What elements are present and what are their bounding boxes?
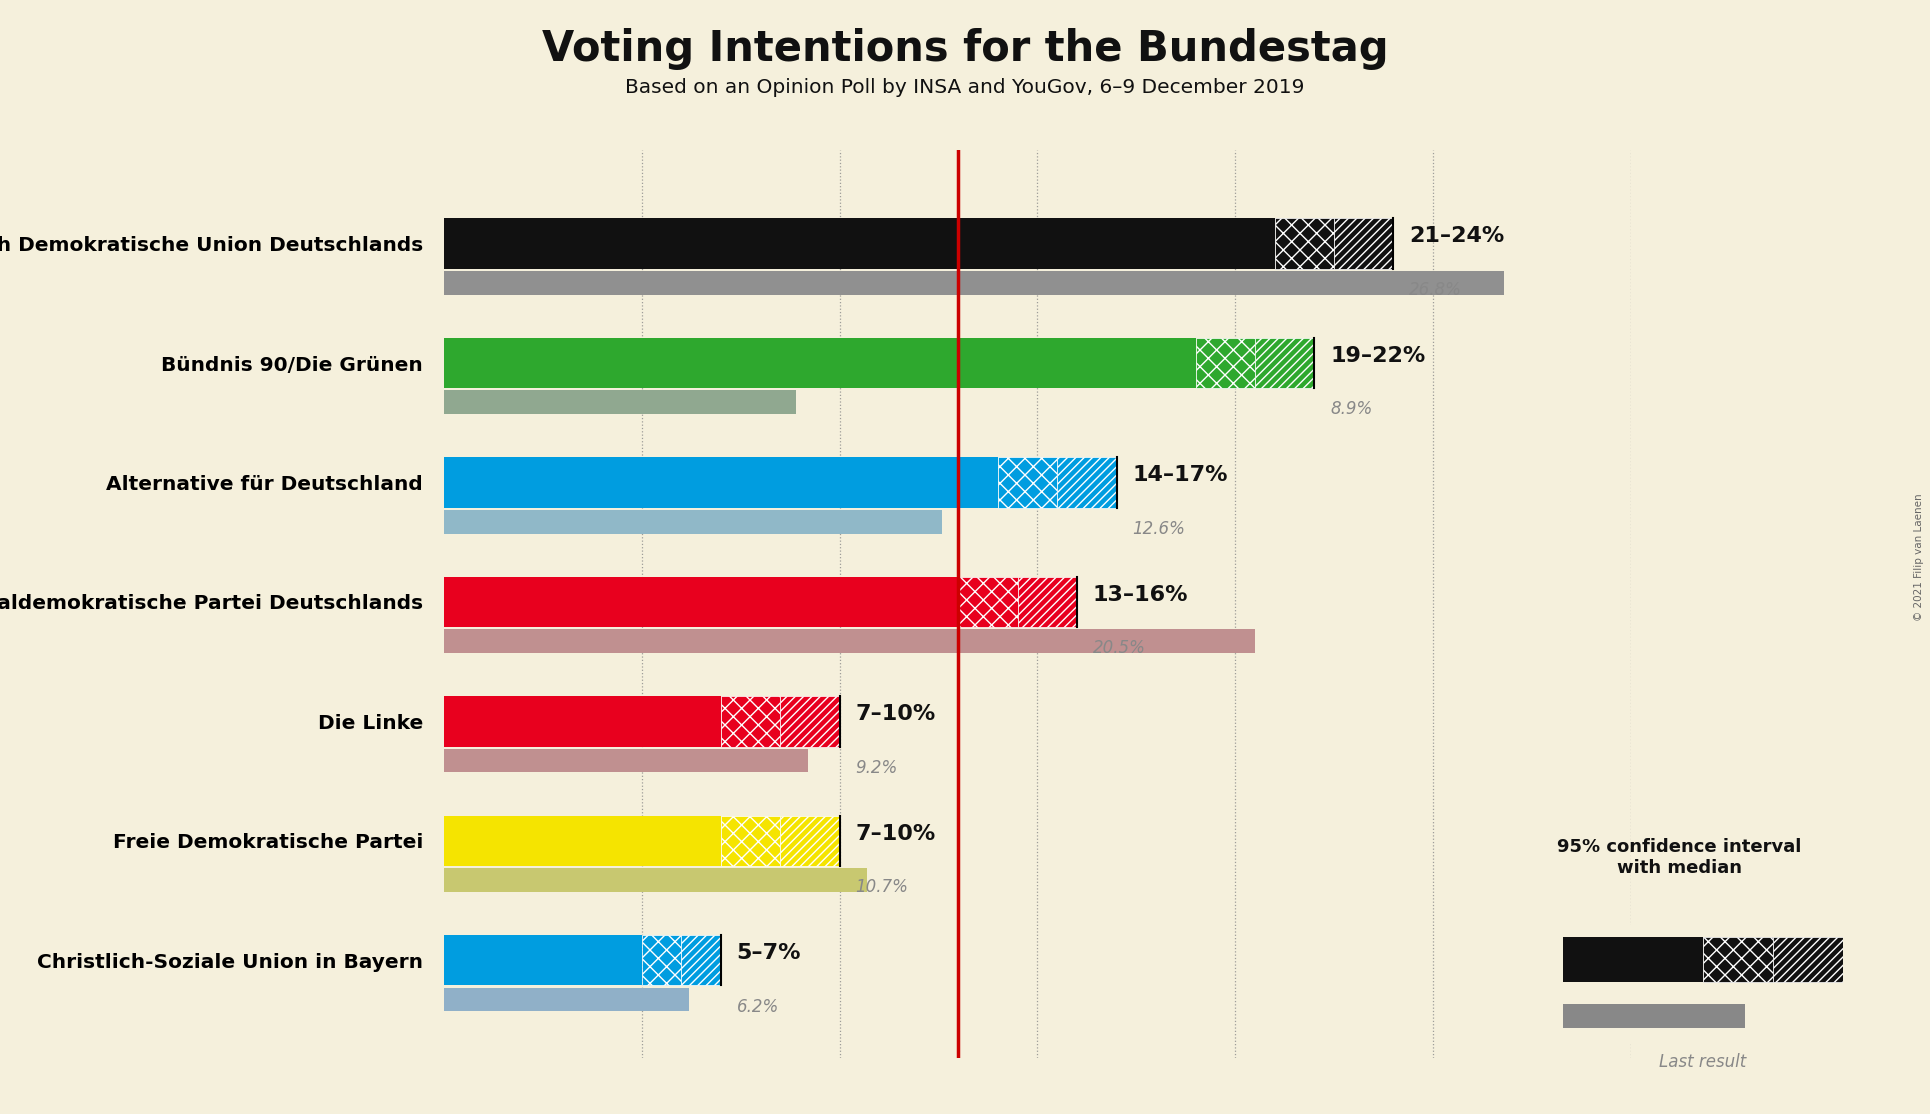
- Bar: [1254, 338, 1314, 388]
- Bar: [444, 338, 1195, 388]
- Text: 5–7%: 5–7%: [737, 944, 801, 964]
- Bar: [444, 936, 641, 986]
- Bar: [444, 749, 809, 772]
- Bar: [641, 936, 681, 986]
- Bar: [1563, 1004, 1745, 1027]
- Bar: [1274, 218, 1334, 268]
- Text: 7–10%: 7–10%: [855, 704, 936, 724]
- Text: 8.9%: 8.9%: [1330, 400, 1372, 419]
- Text: 21–24%: 21–24%: [1409, 226, 1505, 246]
- Text: 19–22%: 19–22%: [1330, 345, 1426, 365]
- Text: 13–16%: 13–16%: [1092, 585, 1189, 605]
- Bar: [444, 271, 1503, 294]
- Text: 12.6%: 12.6%: [1133, 520, 1185, 538]
- Bar: [444, 987, 689, 1012]
- Bar: [1334, 218, 1393, 268]
- Bar: [722, 815, 780, 866]
- Bar: [998, 458, 1058, 508]
- Text: 10.7%: 10.7%: [855, 878, 909, 896]
- Bar: [444, 458, 998, 508]
- Bar: [681, 936, 720, 986]
- Bar: [444, 390, 795, 414]
- Text: 7–10%: 7–10%: [855, 823, 936, 843]
- Text: © 2021 Filip van Laenen: © 2021 Filip van Laenen: [1915, 494, 1924, 620]
- Bar: [780, 815, 840, 866]
- Text: Voting Intentions for the Bundestag: Voting Intentions for the Bundestag: [542, 28, 1388, 70]
- Bar: [722, 696, 780, 746]
- Text: 9.2%: 9.2%: [855, 759, 897, 776]
- Bar: [444, 218, 1274, 268]
- Text: 26.8%: 26.8%: [1409, 281, 1463, 299]
- Bar: [444, 629, 1254, 653]
- Bar: [1017, 577, 1077, 627]
- Bar: [444, 815, 722, 866]
- Text: Last result: Last result: [1658, 1053, 1747, 1071]
- Bar: [1704, 938, 1774, 981]
- Bar: [1058, 458, 1116, 508]
- Text: 20.5%: 20.5%: [1092, 639, 1146, 657]
- Bar: [1774, 938, 1843, 981]
- Text: 14–17%: 14–17%: [1133, 466, 1227, 486]
- Bar: [957, 577, 1017, 627]
- Bar: [1195, 338, 1255, 388]
- Bar: [444, 868, 867, 892]
- Bar: [780, 696, 840, 746]
- Bar: [444, 696, 722, 746]
- Bar: [1563, 938, 1704, 981]
- Text: 95% confidence interval
with median: 95% confidence interval with median: [1558, 839, 1801, 877]
- Text: 6.2%: 6.2%: [737, 998, 780, 1016]
- Bar: [444, 577, 957, 627]
- Text: Based on an Opinion Poll by INSA and YouGov, 6–9 December 2019: Based on an Opinion Poll by INSA and You…: [625, 78, 1305, 97]
- Bar: [444, 510, 942, 534]
